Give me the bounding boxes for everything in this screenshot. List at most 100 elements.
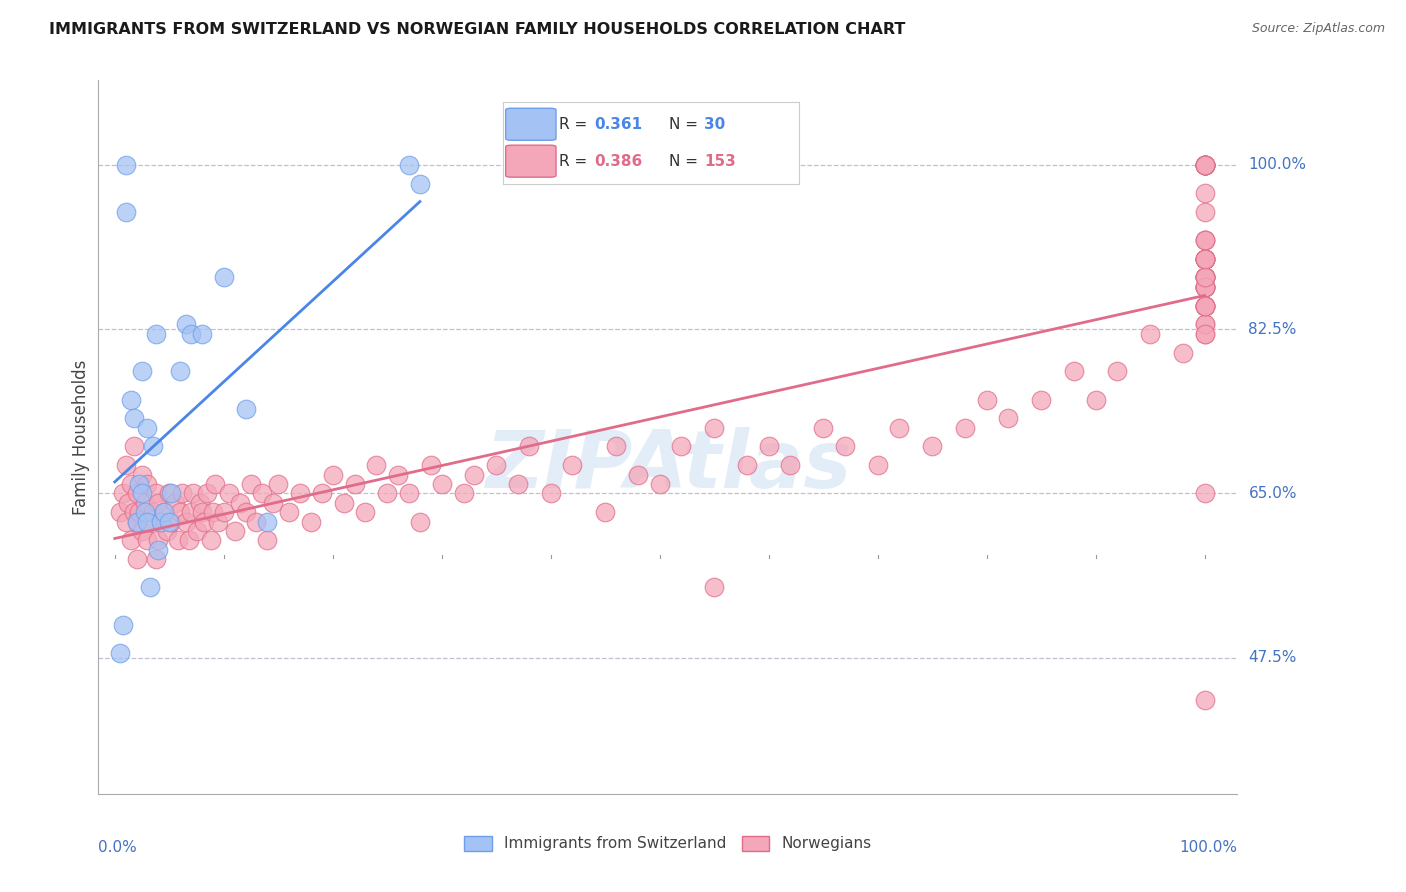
Point [1194,158,1216,172]
Point [735,458,758,473]
Point [1029,392,1052,407]
Point [561,458,583,473]
Point [200,533,222,548]
Point [180,326,202,341]
Point [112,618,135,632]
Point [1194,270,1216,285]
Text: 100.0%: 100.0% [1180,840,1237,855]
Point [354,505,377,519]
Point [1194,204,1216,219]
Point [593,505,616,519]
Point [540,486,562,500]
Point [1194,270,1216,285]
Point [1194,280,1216,294]
Point [204,477,226,491]
Point [866,458,889,473]
Point [169,505,191,519]
Point [157,486,180,500]
Point [193,515,215,529]
Point [180,505,202,519]
Point [1194,299,1216,313]
Point [1194,299,1216,313]
Point [1194,158,1216,172]
Point [136,533,159,548]
Text: IMMIGRANTS FROM SWITZERLAND VS NORWEGIAN FAMILY HOUSEHOLDS CORRELATION CHART: IMMIGRANTS FROM SWITZERLAND VS NORWEGIAN… [49,22,905,37]
Point [112,486,135,500]
Point [1194,252,1216,266]
Point [299,515,322,529]
Point [177,533,200,548]
Point [114,158,136,172]
Point [1194,158,1216,172]
Point [197,486,219,500]
Point [163,496,186,510]
Point [169,364,191,378]
Point [343,477,366,491]
Point [1194,186,1216,200]
Point [134,496,156,510]
Point [124,411,146,425]
Point [387,467,409,482]
Point [174,515,197,529]
Point [124,440,146,454]
Point [142,440,165,454]
Point [136,420,159,434]
Point [149,515,172,529]
Point [134,505,156,519]
Point [1194,270,1216,285]
Point [1194,270,1216,285]
Point [125,552,148,566]
Point [125,486,148,500]
Point [1194,233,1216,247]
Point [1194,280,1216,294]
Point [1194,158,1216,172]
Point [703,580,725,594]
Point [1194,252,1216,266]
Point [131,524,153,538]
Text: 0.0%: 0.0% [98,840,138,855]
Point [1194,299,1216,313]
Point [1194,280,1216,294]
Point [1194,299,1216,313]
Point [1194,280,1216,294]
Point [172,486,194,500]
Text: 100.0%: 100.0% [1249,157,1306,172]
Point [256,533,278,548]
Point [1194,270,1216,285]
Text: 82.5%: 82.5% [1249,322,1296,336]
Point [419,458,441,473]
Point [117,496,139,510]
Point [136,515,159,529]
Point [191,505,214,519]
Point [648,477,671,491]
Point [811,420,834,434]
Point [1194,158,1216,172]
Point [153,505,176,519]
Point [311,486,333,500]
Point [921,440,943,454]
Point [110,646,132,660]
Point [1107,364,1129,378]
Point [1194,233,1216,247]
Point [120,533,142,548]
Point [398,486,420,500]
Point [834,440,856,454]
Point [125,515,148,529]
Point [1194,299,1216,313]
Point [131,486,153,500]
Point [1194,252,1216,266]
Point [758,440,780,454]
Point [138,580,160,594]
Point [218,486,240,500]
Point [1194,280,1216,294]
Point [605,440,627,454]
Point [229,496,252,510]
Point [148,496,170,510]
Point [250,486,273,500]
Point [1194,299,1216,313]
Point [485,458,508,473]
Point [1194,318,1216,332]
Point [398,158,420,172]
Point [142,505,165,519]
Point [160,486,183,500]
